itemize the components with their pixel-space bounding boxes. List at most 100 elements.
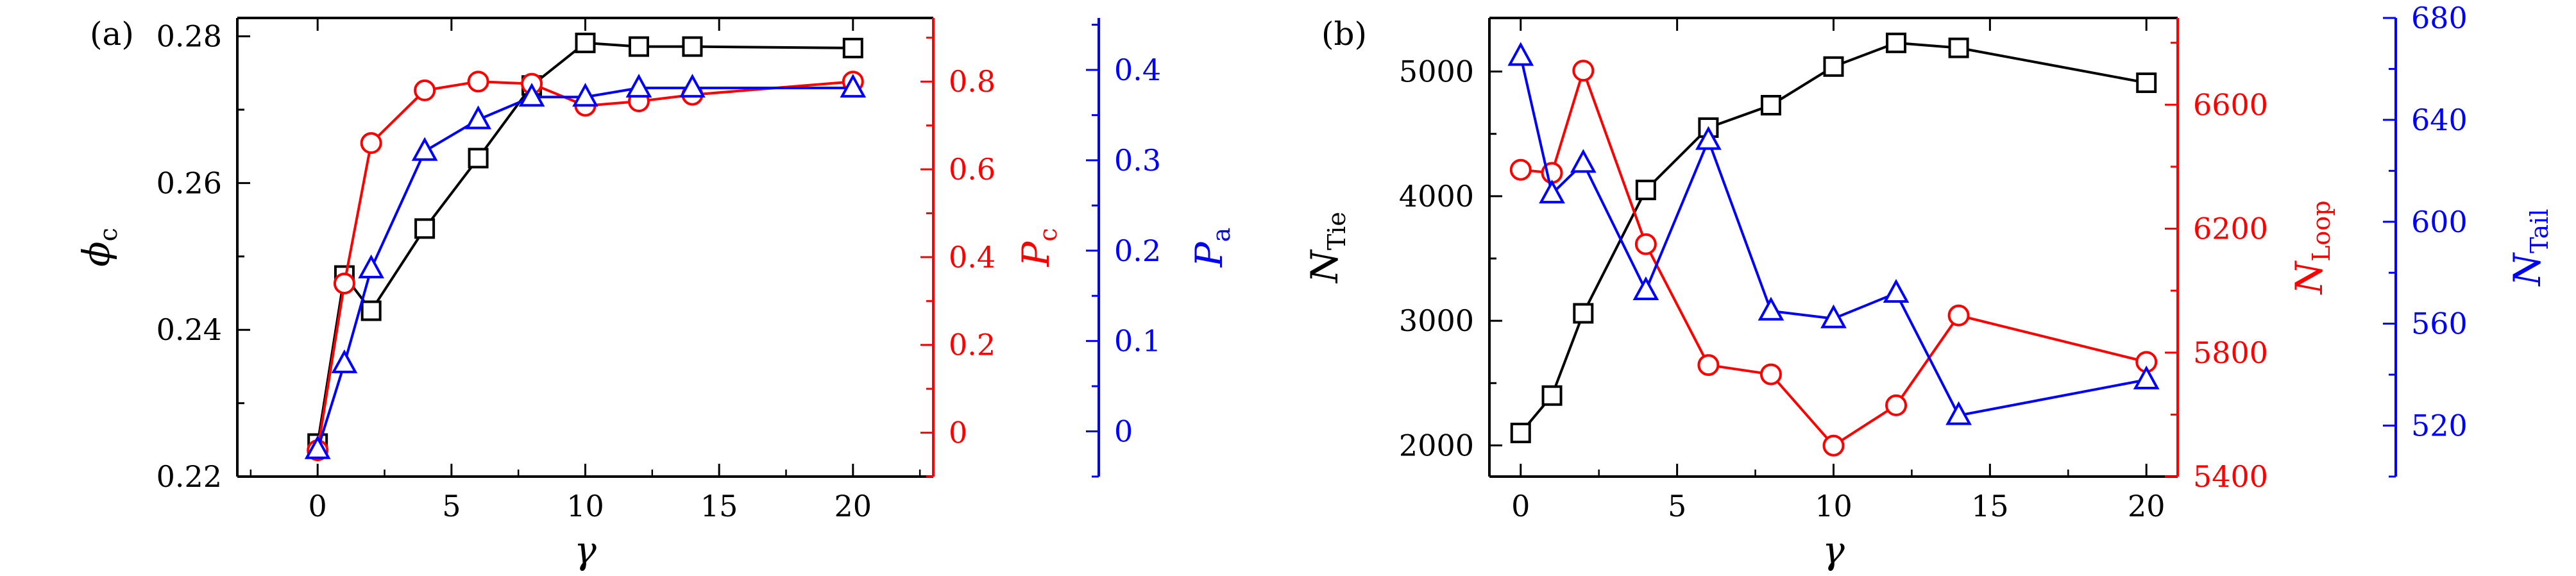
triangle-marker [2133, 365, 2160, 390]
x-axis-label: γ [1822, 529, 1845, 572]
triangle-marker [358, 254, 385, 278]
triangle-marker [1539, 179, 1565, 204]
square-marker [1510, 422, 1531, 443]
right2-axis-label-sub: Tail [2525, 208, 2554, 253]
circle-marker [1509, 158, 1532, 181]
series-circle-line [1520, 66, 2147, 448]
circle-marker [333, 272, 355, 294]
x-tick-label: 10 [1815, 489, 1852, 523]
right1-tick-label: 5400 [2193, 459, 2268, 494]
right2-tick-label: 0.1 [1114, 324, 1161, 359]
triangle-marker [304, 435, 331, 459]
panel-label: (b) [1321, 15, 1367, 53]
series-square-line [316, 41, 853, 444]
left-tick-label: 0.24 [157, 312, 222, 347]
triangle-marker [625, 74, 652, 98]
square-marker [1886, 32, 1907, 53]
right1-tick-label: 0.6 [949, 152, 996, 187]
triangle-marker [518, 83, 545, 107]
triangle-marker [1695, 126, 1722, 150]
square-marker [842, 37, 863, 58]
right2-axis-label-main: P [1187, 241, 1231, 267]
left-axis-label: NTie [1303, 212, 1351, 284]
triangle-marker [1883, 278, 1910, 303]
circle-marker [360, 132, 382, 154]
right2-axis-label: NTail [2505, 208, 2554, 287]
triangle-marker [572, 83, 598, 107]
left-tick-label: 0.22 [157, 459, 222, 494]
x-tick-label: 15 [700, 489, 738, 523]
x-tick-label: 0 [1511, 489, 1530, 523]
right2-axis-label-main: N [2505, 252, 2549, 287]
square-marker [360, 300, 382, 321]
triangle-marker [1507, 42, 1534, 66]
square-marker [1635, 180, 1656, 201]
right1-tick-label: 0.4 [949, 240, 996, 275]
square-marker [628, 36, 649, 57]
left-tick-label: 0.28 [157, 19, 222, 54]
circle-marker [1759, 363, 1782, 385]
triangle-marker [840, 74, 867, 98]
square-marker [414, 218, 436, 239]
circle-marker [1634, 233, 1657, 255]
triangle-marker [331, 349, 358, 373]
circle-marker [1572, 60, 1595, 82]
right1-tick-label: 0.2 [949, 328, 996, 362]
x-tick-label: 5 [442, 489, 461, 523]
panel-a: (a) 0 5 10 15 20 γ 0.22 0.24 0.26 0.28 0 0.2 0.4 0.6 0.… [74, 15, 1235, 572]
right2-tick-label: 0.4 [1114, 53, 1161, 87]
triangle-marker [679, 74, 706, 98]
right1-axis-label: NLoop [2287, 200, 2335, 295]
left-tick-label: 5000 [1399, 55, 1474, 89]
circle-marker [414, 79, 436, 101]
triangle-marker [1758, 296, 1784, 321]
triangle-marker [1570, 149, 1597, 173]
left-tick-label: 4000 [1399, 179, 1474, 214]
left-axis-label-main: ϕ [74, 241, 118, 267]
square-marker [468, 148, 489, 169]
right1-axis-label-main: P [1014, 241, 1058, 267]
triangle-marker [1945, 401, 1972, 425]
circle-marker [1885, 394, 1908, 416]
right1-axis-label-sub: Loop [2307, 200, 2335, 261]
square-marker [1760, 95, 1781, 116]
x-tick-label: 20 [835, 489, 872, 523]
right2-tick-label: 0.3 [1114, 143, 1161, 178]
right1-tick-label: 6200 [2193, 212, 2268, 246]
panel-b: (b) 0 5 10 15 20 γ 2000 3000 4000 5000 5400 5800 6200… [1303, 1, 2554, 572]
series-square-line [1520, 41, 2147, 434]
x-tick-label: 10 [566, 489, 604, 523]
series-triangle-line [1519, 56, 2147, 417]
square-marker [682, 36, 703, 57]
right2-tick-label: 520 [2411, 409, 2468, 443]
circle-marker [467, 71, 489, 93]
left-tick-label: 0.26 [157, 165, 222, 200]
right1-tick-label: 0.8 [949, 64, 996, 99]
circle-marker [1697, 354, 1720, 377]
square-marker [1823, 56, 1844, 77]
right2-axis-label: Pa [1187, 228, 1235, 268]
left-tick-label: 2000 [1399, 428, 1474, 462]
right2-tick-label: 560 [2411, 307, 2468, 341]
square-marker [575, 32, 596, 53]
left-axis-label-sub: Tie [1323, 212, 1351, 250]
right2-tick-label: 0 [1114, 414, 1133, 449]
x-tick-label: 5 [1668, 489, 1686, 523]
square-marker [1573, 303, 1594, 324]
right2-tick-label: 640 [2411, 103, 2468, 137]
square-marker [2136, 72, 2157, 94]
right2-axis-label-sub: a [1207, 228, 1235, 242]
right1-tick-label: 6600 [2193, 87, 2268, 122]
square-marker [1541, 385, 1563, 406]
x-axis-label: γ [574, 529, 597, 572]
triangle-marker [1632, 276, 1659, 301]
right2-tick-label: 680 [2411, 1, 2468, 35]
left-axis-label-sub: c [94, 228, 123, 241]
right2-tick-label: 0.2 [1114, 233, 1161, 268]
right1-tick-label: 5800 [2193, 335, 2268, 370]
x-tick-label: 20 [2128, 489, 2165, 523]
triangle-marker [411, 137, 438, 161]
series-triangle-line [316, 87, 853, 450]
x-tick-label: 0 [309, 489, 327, 523]
